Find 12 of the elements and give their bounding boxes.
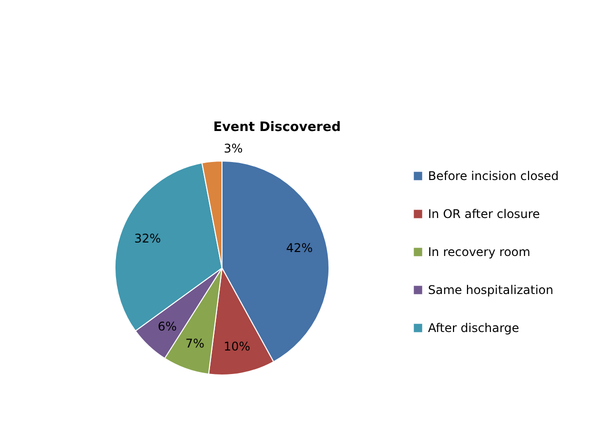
chart-title: Event Discovered (213, 120, 341, 135)
legend-label: In OR after closure (428, 207, 540, 221)
data-label: 42% (286, 241, 313, 256)
data-label: 7% (185, 336, 204, 350)
data-label: 6% (158, 319, 177, 334)
data-label: 32% (134, 232, 161, 246)
legend-label: Before incision closed (428, 169, 559, 183)
legend-label: After discharge (428, 321, 520, 335)
data-label: 3% (224, 142, 243, 156)
legend-label: Same hospitalization (428, 283, 554, 297)
data-label: 10% (224, 340, 250, 354)
legend-label: In recovery room (428, 245, 530, 259)
